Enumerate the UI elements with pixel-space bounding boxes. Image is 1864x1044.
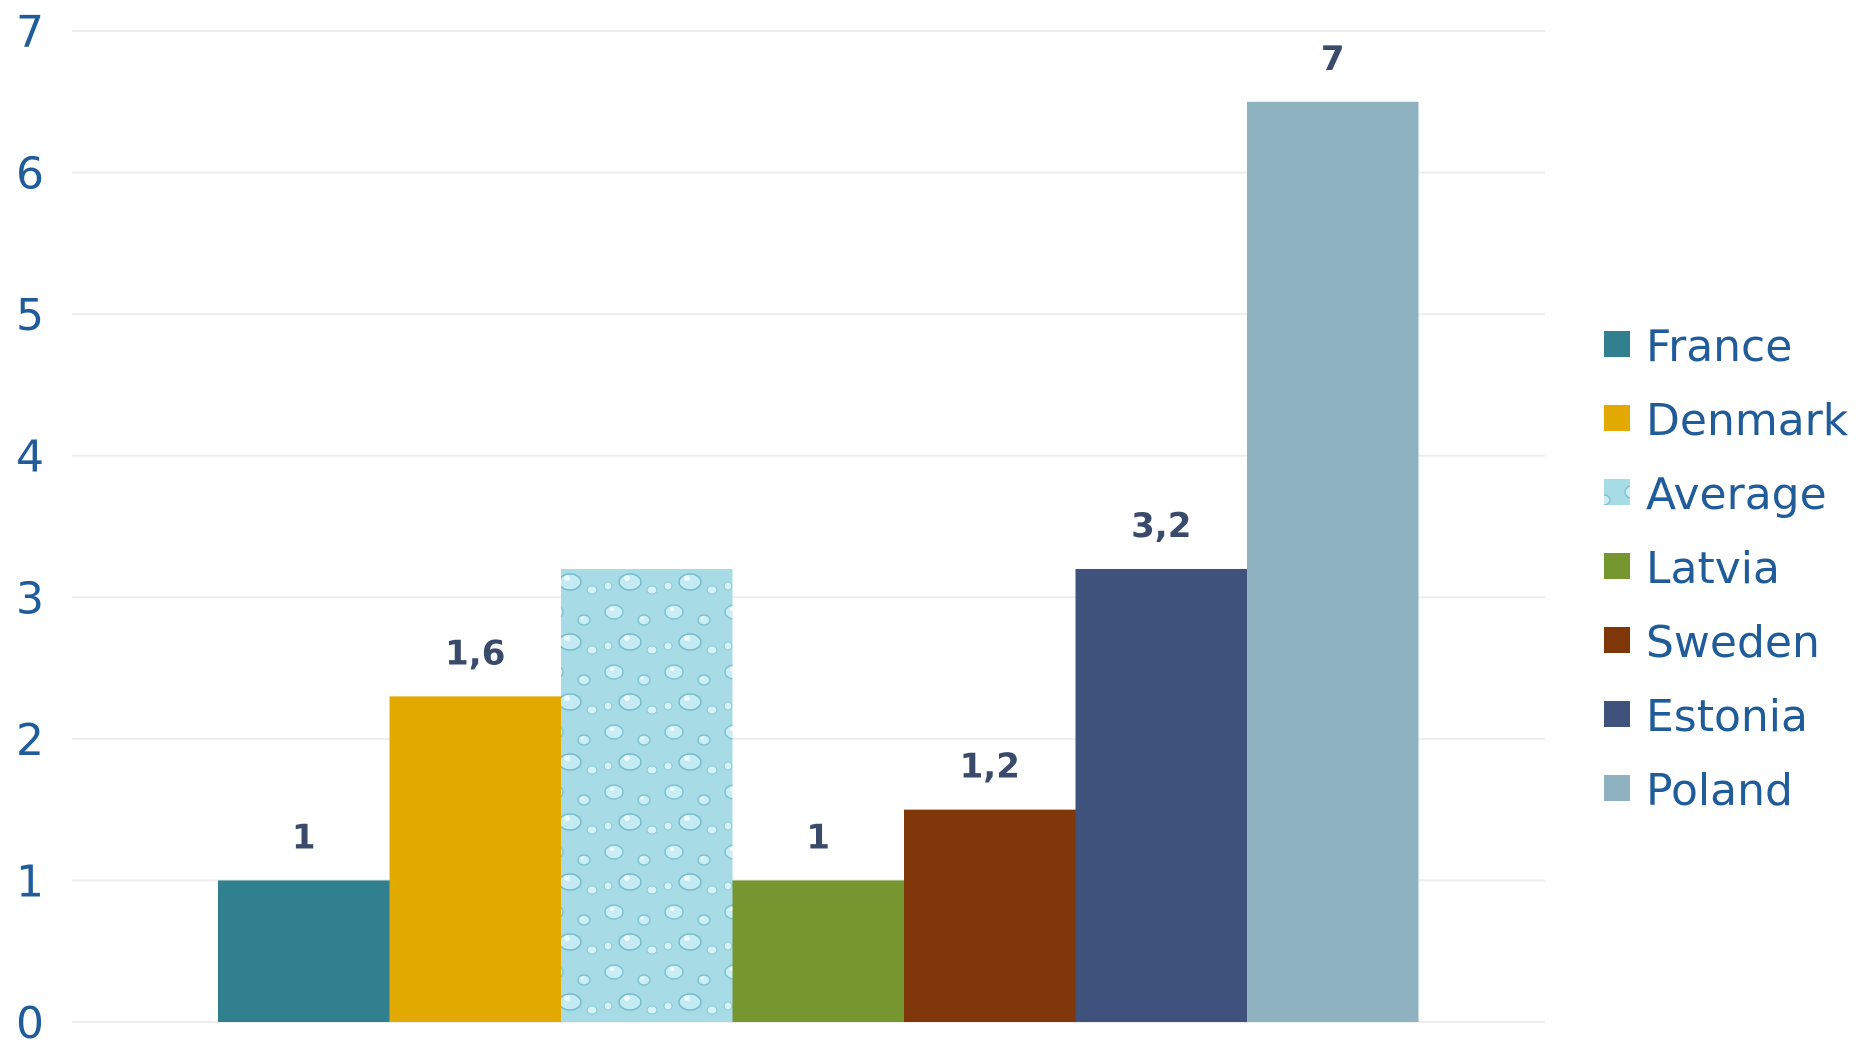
data-label-estonia: 3,2	[1131, 506, 1191, 546]
legend-swatch-latvia	[1604, 553, 1630, 579]
y-tick-label: 5	[16, 290, 44, 341]
bars	[218, 101, 1419, 1023]
bar-average	[561, 568, 733, 1022]
legend-swatch-denmark	[1604, 405, 1630, 431]
y-tick-label: 3	[16, 573, 44, 624]
legend-label-denmark: Denmark	[1646, 395, 1849, 446]
y-tick-label: 7	[16, 7, 44, 58]
legend-label-sweden: Sweden	[1646, 617, 1820, 668]
legend-label-estonia: Estonia	[1646, 691, 1808, 742]
legend-swatch-estonia	[1604, 701, 1630, 727]
legend-label-average: Average	[1646, 469, 1827, 520]
y-tick-label: 2	[16, 715, 44, 766]
data-labels: 1 1,6 1 1,2 3,2 7	[292, 39, 1345, 858]
legend-swatch-poland	[1604, 775, 1630, 801]
legend-label-latvia: Latvia	[1646, 543, 1780, 594]
legend-swatch-france	[1604, 331, 1630, 357]
data-label-latvia: 1	[806, 817, 830, 857]
bar-estonia	[1075, 568, 1247, 1022]
legend-swatch-sweden	[1604, 627, 1630, 653]
y-tick-label: 1	[16, 856, 44, 907]
data-label-poland: 7	[1321, 39, 1345, 79]
data-label-france: 1	[292, 817, 316, 857]
legend-label-poland: Poland	[1646, 765, 1793, 816]
y-axis: 0 1 2 3 4 5 6 7	[16, 7, 44, 1044]
bar-france	[218, 880, 390, 1022]
bar-latvia	[732, 880, 904, 1022]
legend-label-france: France	[1646, 321, 1792, 372]
legend: France Denmark Average Latvia Sweden Estonia P…	[1604, 321, 1849, 816]
bar-denmark	[389, 696, 561, 1022]
y-tick-label: 4	[16, 432, 44, 483]
data-label-denmark: 1,6	[445, 633, 505, 673]
legend-swatch-average	[1604, 479, 1630, 505]
data-label-sweden: 1,2	[960, 747, 1020, 787]
bar-poland	[1247, 101, 1419, 1023]
y-tick-label: 0	[16, 998, 44, 1044]
bar-sweden	[904, 809, 1076, 1022]
y-tick-label: 6	[16, 149, 44, 200]
